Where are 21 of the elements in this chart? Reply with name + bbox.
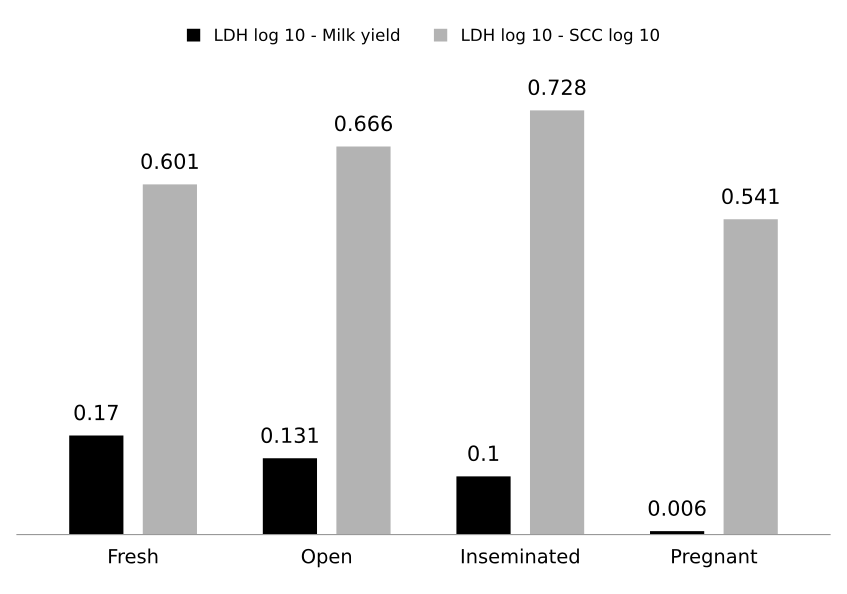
data-label: 0.006 (648, 500, 706, 516)
data-label: 0.541 (722, 188, 779, 204)
data-label: 0.601 (141, 153, 198, 170)
data-label: 0.728 (528, 79, 586, 96)
x-tick-label: Inseminated (462, 548, 579, 564)
legend-label: LDH log 10 - SCC log 10 (462, 28, 660, 44)
bar (724, 219, 778, 535)
x-tick-label: Fresh (109, 548, 158, 564)
x-tick-label: Pregnant (672, 549, 758, 568)
bar (456, 476, 511, 535)
bar (262, 458, 318, 535)
data-label: 0.131 (261, 427, 318, 444)
bar (530, 110, 584, 535)
legend-label: LDH log 10 - Milk yield (215, 28, 400, 44)
data-label: 0.17 (74, 404, 118, 420)
x-tick-label: Open (302, 548, 352, 568)
bar (142, 184, 197, 535)
data-label: 0.666 (335, 116, 392, 132)
bar (69, 436, 124, 535)
data-label: 0.1 (468, 445, 498, 462)
bar (336, 146, 391, 535)
